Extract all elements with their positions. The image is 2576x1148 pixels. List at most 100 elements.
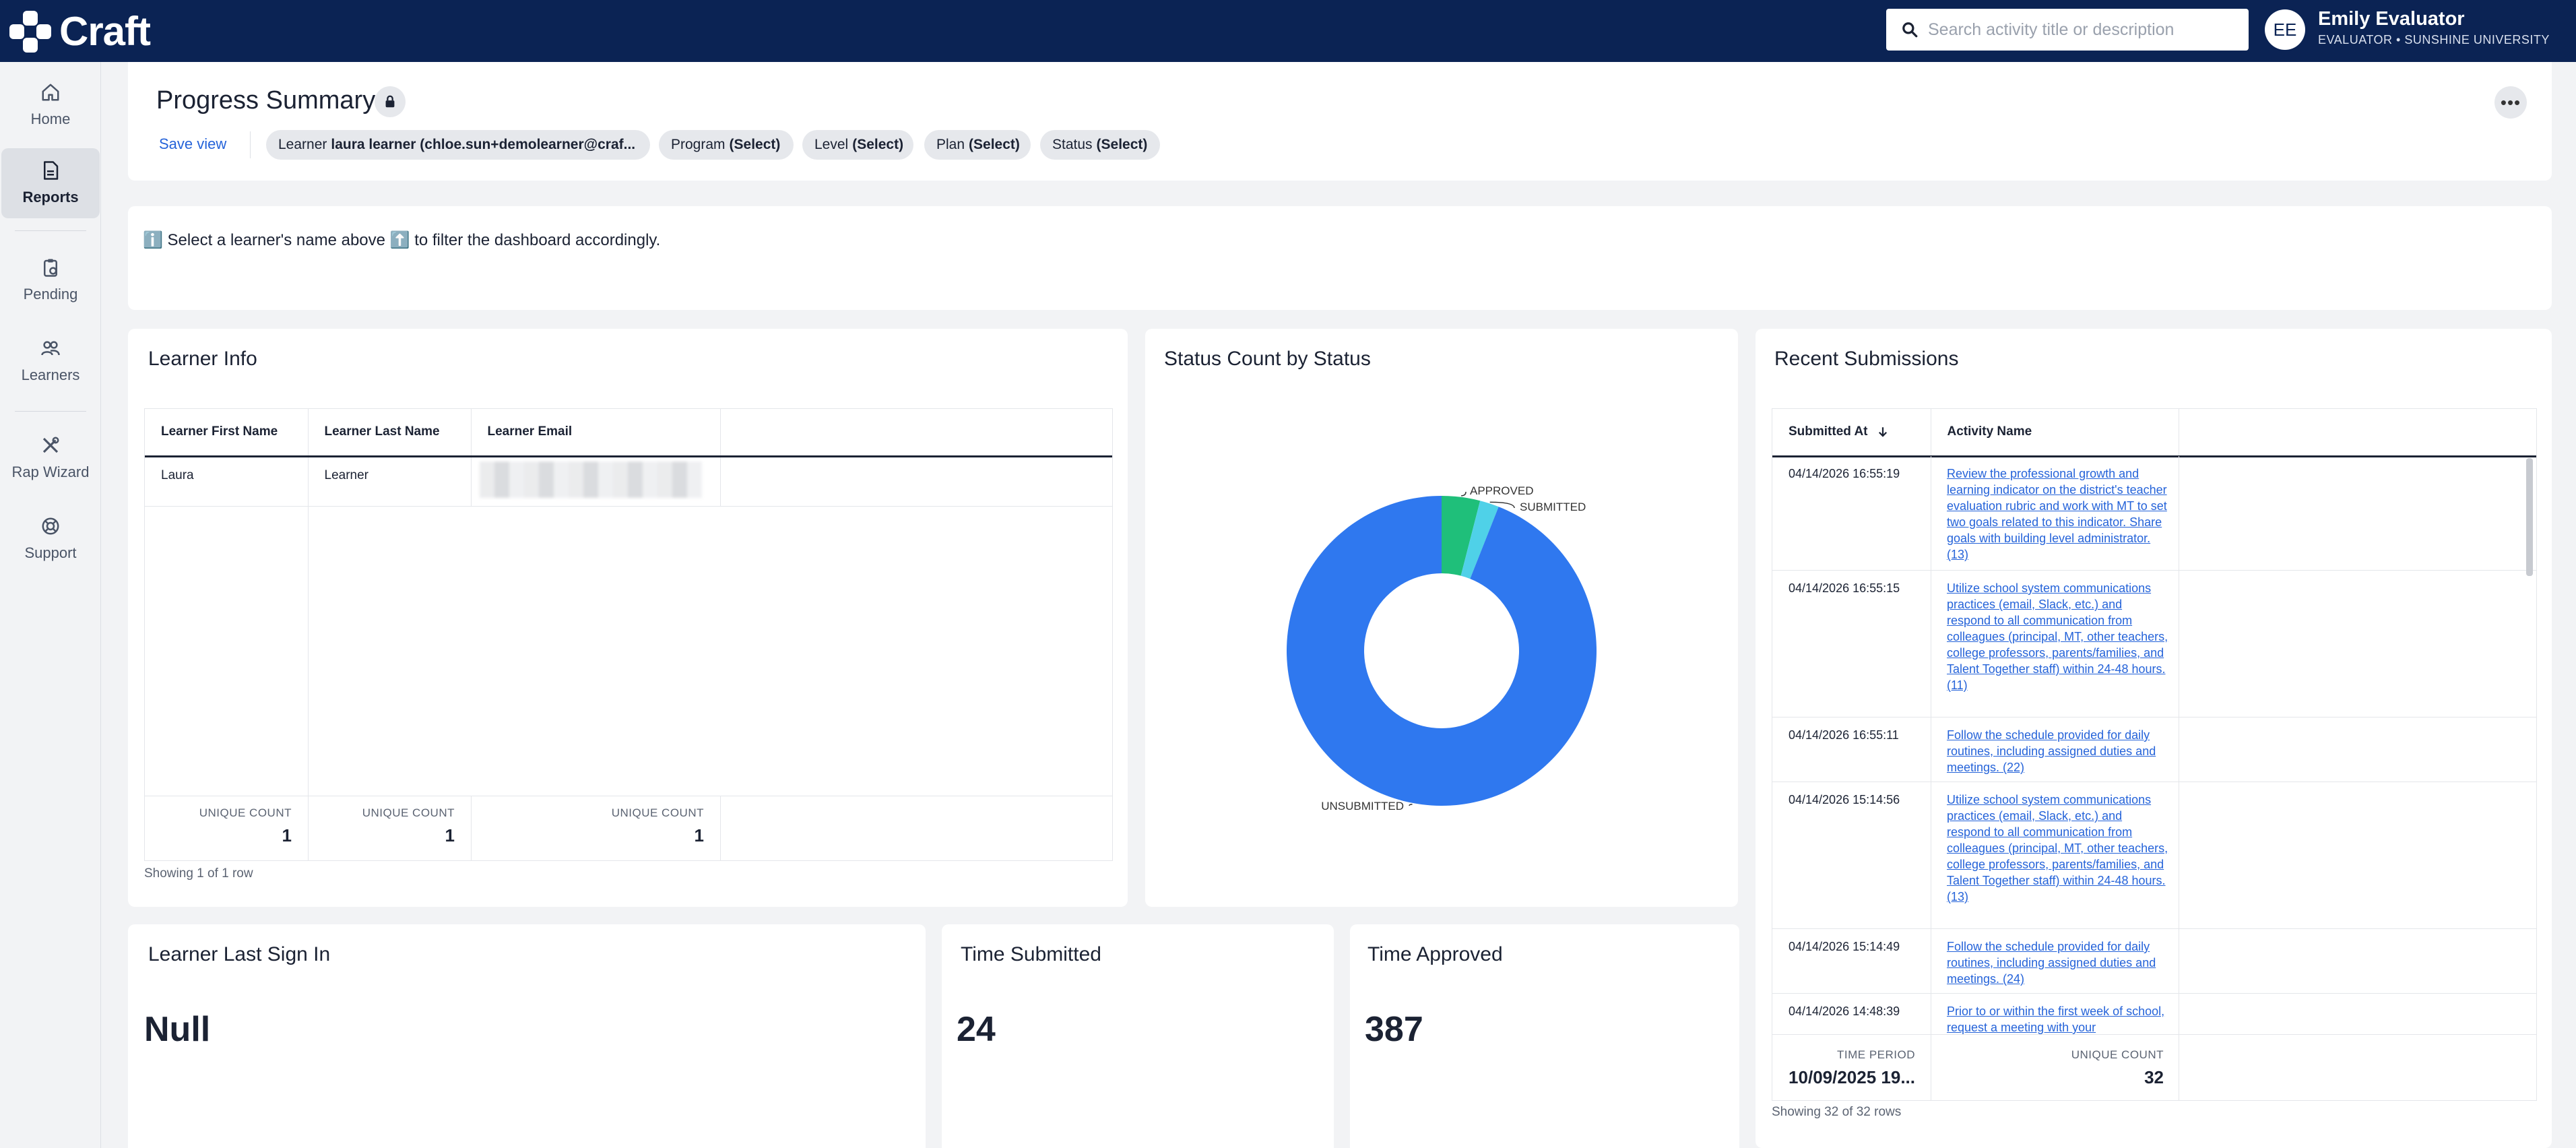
notice-panel	[128, 206, 2552, 310]
sidebar-item-pending[interactable]: Pending	[1, 245, 100, 315]
table-row[interactable]: 04/14/2026 16:55:11 Follow the schedule p…	[1772, 718, 2536, 782]
header-panel	[128, 62, 2552, 181]
status-donut-chart[interactable]: APPROVED SUBMITTED UNSUBMITTED	[1145, 329, 1738, 907]
filter-level[interactable]: Level (Select)	[802, 130, 913, 160]
learner-info-title: Learner Info	[148, 348, 257, 370]
filter-learner[interactable]: Learner laura learner (chloe.sun+demolear…	[266, 130, 650, 160]
slice-submitted[interactable]	[1460, 501, 1499, 579]
cell-last-name: Learner	[308, 456, 472, 507]
save-view-link[interactable]: Save view	[159, 135, 227, 152]
submitted-at-cell: 04/14/2026 16:55:19	[1789, 467, 1900, 480]
recent-submissions-table: Submitted At Activity Name 04/14/2026 16…	[1772, 408, 2537, 1101]
scrollbar[interactable]	[2526, 458, 2533, 576]
last-sign-in-panel	[128, 924, 926, 1148]
clipboard-icon	[44, 259, 57, 277]
user-name[interactable]: Emily Evaluator	[2318, 8, 2465, 30]
user-role: EVALUATOR • SUNSHINE UNIVERSITY	[2318, 33, 2550, 46]
filter-program[interactable]: Program (Select)	[659, 130, 794, 160]
submitted-at-cell: 04/14/2026 15:14:56	[1789, 793, 1900, 806]
recent-row-count: Showing 32 of 32 rows	[1772, 1105, 1902, 1119]
sidebar-item-label: Support	[24, 544, 77, 561]
avatar[interactable]: EE	[2265, 9, 2305, 50]
submitted-at-cell: 04/14/2026 15:14:49	[1789, 940, 1900, 953]
filter-status[interactable]: Status (Select)	[1040, 130, 1160, 160]
sidebar-item-home[interactable]: Home	[1, 70, 100, 140]
col-last-name[interactable]: Learner Last Name	[308, 409, 472, 457]
table-row[interactable]: Laura Learner	[145, 456, 1112, 507]
search-input[interactable]	[1928, 20, 2238, 40]
slice-approved[interactable]	[1442, 496, 1481, 576]
col-activity-name[interactable]: Activity Name	[1931, 409, 2179, 457]
col-email[interactable]: Learner Email	[471, 409, 721, 457]
lock-icon	[385, 95, 395, 108]
submitted-at-cell: 04/14/2026 16:55:11	[1789, 728, 1899, 742]
recent-submissions-title: Recent Submissions	[1774, 348, 1959, 370]
table-row[interactable]: 04/14/2026 16:55:19 Review the profession…	[1772, 456, 2536, 571]
col-first-name[interactable]: Learner First Name	[145, 409, 309, 457]
label-approved: APPROVED	[1470, 484, 1533, 497]
reports-icon	[44, 161, 59, 180]
nav-divider	[15, 230, 86, 231]
time-submitted-value: 24	[957, 1010, 996, 1049]
leader-line-submitted	[1489, 501, 1515, 509]
recent-footer: TIME PERIOD 10/09/2025 19... UNIQUE COUN…	[1772, 1034, 2536, 1100]
users-icon	[41, 341, 60, 356]
time-submitted-panel	[942, 924, 1334, 1148]
footer-first-name: UNIQUE COUNT 1	[199, 806, 292, 846]
submitted-at-cell: 04/14/2026 16:55:15	[1789, 581, 1900, 595]
label-submitted: SUBMITTED	[1520, 501, 1586, 513]
last-sign-in-value: Null	[144, 1010, 211, 1049]
recent-submissions-panel	[1756, 329, 2552, 1148]
status-chart-panel	[1145, 329, 1738, 907]
lifebuoy-icon	[42, 517, 59, 535]
col-submitted-at[interactable]: Submitted At	[1772, 409, 1931, 457]
app-name: Craft	[59, 8, 151, 54]
nav-divider	[15, 411, 86, 412]
more-options-button[interactable]: •••	[2494, 86, 2527, 119]
search-box[interactable]	[1886, 9, 2249, 51]
craft-logo[interactable]: Craft	[7, 8, 151, 54]
time-approved-value: 387	[1365, 1010, 1423, 1049]
sidebar-item-rap-wizard[interactable]: Rap Wizard	[1, 423, 100, 493]
lock-button[interactable]	[375, 86, 406, 117]
sidebar-item-label: Home	[30, 110, 71, 127]
time-submitted-title: Time Submitted	[961, 943, 1101, 965]
activity-link[interactable]: Utilize school system communications pra…	[1947, 793, 2168, 903]
sidebar-item-label: Learners	[21, 366, 80, 383]
tools-icon	[42, 437, 59, 453]
sidebar-item-support[interactable]: Support	[1, 504, 100, 574]
footer-last-name: UNIQUE COUNT 1	[362, 806, 455, 846]
sidebar-item-learners[interactable]: Learners	[1, 326, 100, 396]
footer-email: UNIQUE COUNT 1	[611, 806, 704, 846]
activity-link[interactable]: Follow the schedule provided for daily r…	[1947, 728, 2156, 774]
ellipsis-icon: •••	[2500, 92, 2521, 113]
leader-line-approved	[1461, 491, 1467, 497]
sidebar-item-reports[interactable]: Reports	[1, 148, 100, 218]
sidebar-item-label: Reports	[22, 189, 79, 205]
leader-line-unsubmitted	[1409, 804, 1413, 806]
activity-link[interactable]: Utilize school system communications pra…	[1947, 581, 2168, 692]
time-approved-title: Time Approved	[1367, 943, 1503, 965]
activity-link[interactable]: Prior to or within the first week of sch…	[1947, 1004, 2165, 1034]
status-chart-title: Status Count by Status	[1164, 348, 1371, 370]
divider	[250, 131, 251, 158]
table-row[interactable]: 04/14/2026 15:14:56 Utilize school system…	[1772, 782, 2536, 929]
sidebar-item-label: Pending	[23, 286, 78, 302]
table-row[interactable]: 04/14/2026 16:55:15 Utilize school system…	[1772, 571, 2536, 718]
activity-link[interactable]: Review the professional growth and learn…	[1947, 467, 2167, 561]
submitted-at-cell: 04/14/2026 14:48:39	[1789, 1004, 1900, 1018]
time-approved-panel	[1350, 924, 1739, 1148]
last-sign-in-title: Learner Last Sign In	[148, 943, 331, 965]
sidebar: Home Reports Pending Learners Rap Wizard…	[0, 62, 101, 1148]
learner-info-row-count: Showing 1 of 1 row	[144, 866, 253, 881]
notice-text: ℹ️ Select a learner's name above ⬆️ to f…	[143, 231, 661, 249]
cell-first-name: Laura	[145, 456, 309, 507]
craft-logo-mark	[7, 8, 55, 54]
activity-link[interactable]: Follow the schedule provided for daily r…	[1947, 940, 2156, 986]
slice-unsubmitted[interactable]	[1287, 496, 1597, 806]
filter-plan[interactable]: Plan (Select)	[924, 130, 1031, 160]
arrow-down-icon	[1878, 427, 1887, 437]
cell-email-redacted	[471, 456, 721, 507]
label-unsubmitted: UNSUBMITTED	[1321, 800, 1404, 812]
table-row[interactable]: 04/14/2026 15:14:49 Follow the schedule p…	[1772, 929, 2536, 994]
